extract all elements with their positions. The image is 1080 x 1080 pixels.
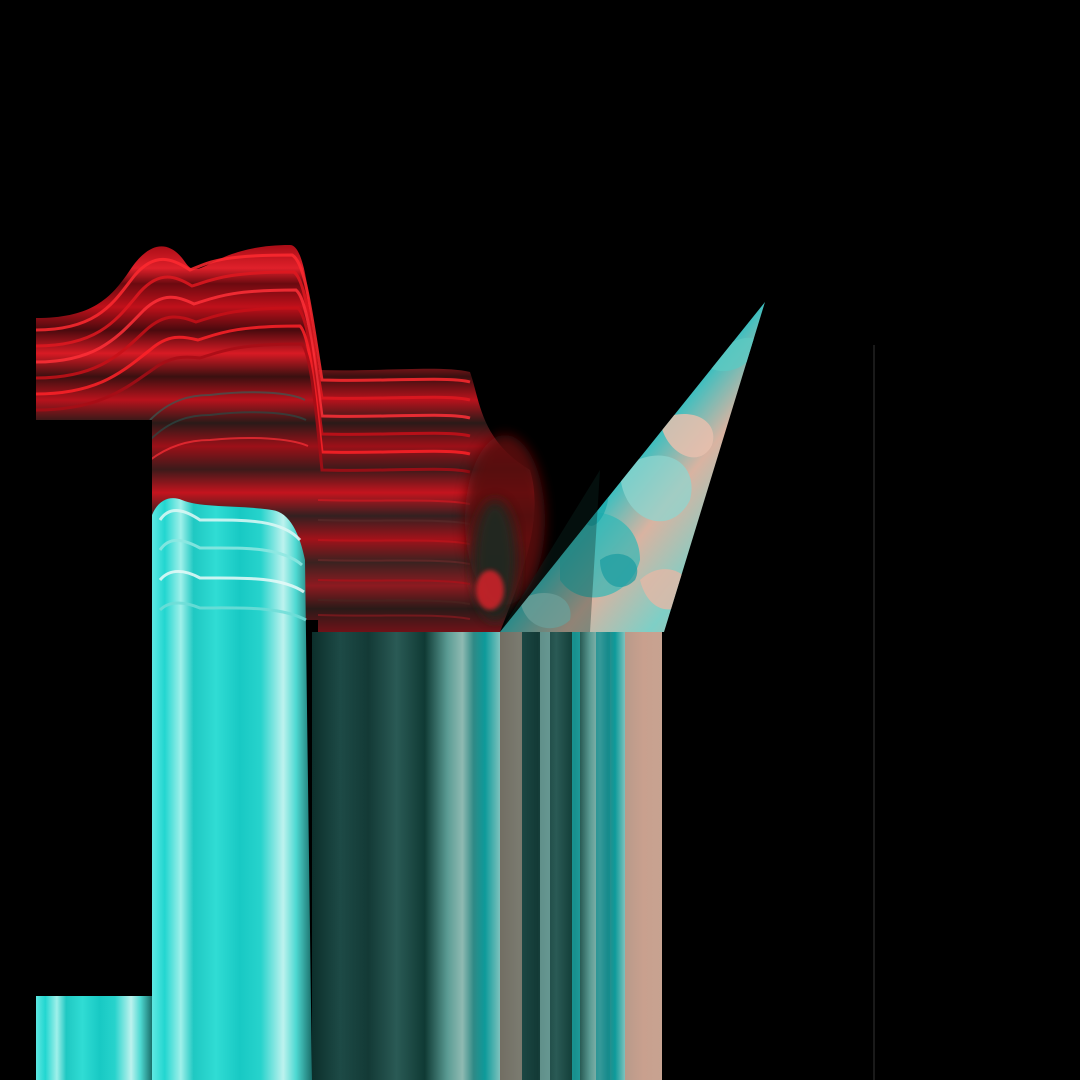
dark-teal-vertical-streaks [312, 632, 500, 1080]
cyan-vertical-streaks [36, 498, 312, 1080]
light-vertical-streaks [500, 632, 662, 1080]
thin-vertical-line [873, 345, 875, 1080]
